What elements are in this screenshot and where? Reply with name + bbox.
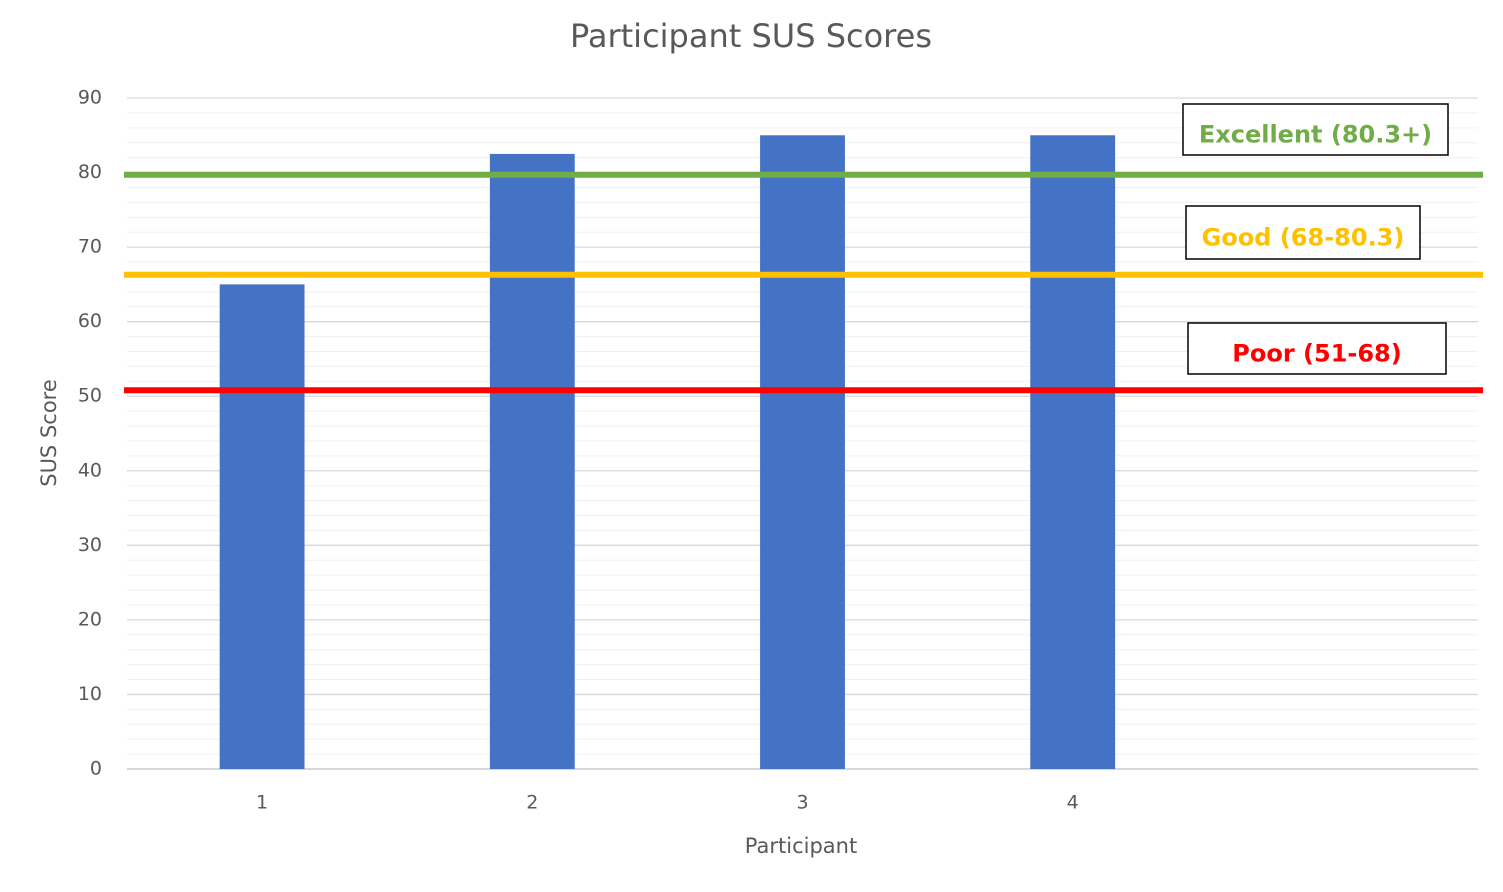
x-tick-label: 1 (256, 792, 268, 814)
x-tick-label: 4 (1067, 792, 1079, 814)
y-tick-label: 20 (78, 608, 102, 630)
y-tick-label: 80 (78, 161, 102, 183)
bar (489, 153, 575, 769)
y-axis-title: SUS Score (37, 379, 61, 487)
label-box (1185, 205, 1421, 260)
label-box (1182, 103, 1449, 156)
reference-label: Good (68-80.3) (1202, 224, 1405, 252)
bar (760, 135, 845, 769)
reference-label: Excellent (80.3+) (1199, 121, 1432, 149)
y-tick-label: 10 (78, 683, 102, 705)
bar (219, 284, 305, 769)
x-tick-label: 3 (796, 792, 808, 814)
bar (1030, 135, 1116, 769)
y-tick-label: 40 (78, 459, 102, 481)
y-tick-label: 30 (78, 534, 102, 556)
y-tick-label: 60 (78, 310, 102, 332)
y-tick-label: 90 (78, 87, 102, 109)
x-tick-label: 2 (526, 792, 538, 814)
y-tick-label: 70 (78, 236, 102, 258)
x-axis-title: Participant (745, 834, 857, 858)
label-box (1187, 322, 1447, 375)
y-tick-label: 0 (90, 758, 102, 780)
reference-label: Poor (51-68) (1232, 340, 1401, 368)
chart-title: Participant SUS Scores (570, 17, 932, 55)
y-tick-label: 50 (78, 385, 102, 407)
